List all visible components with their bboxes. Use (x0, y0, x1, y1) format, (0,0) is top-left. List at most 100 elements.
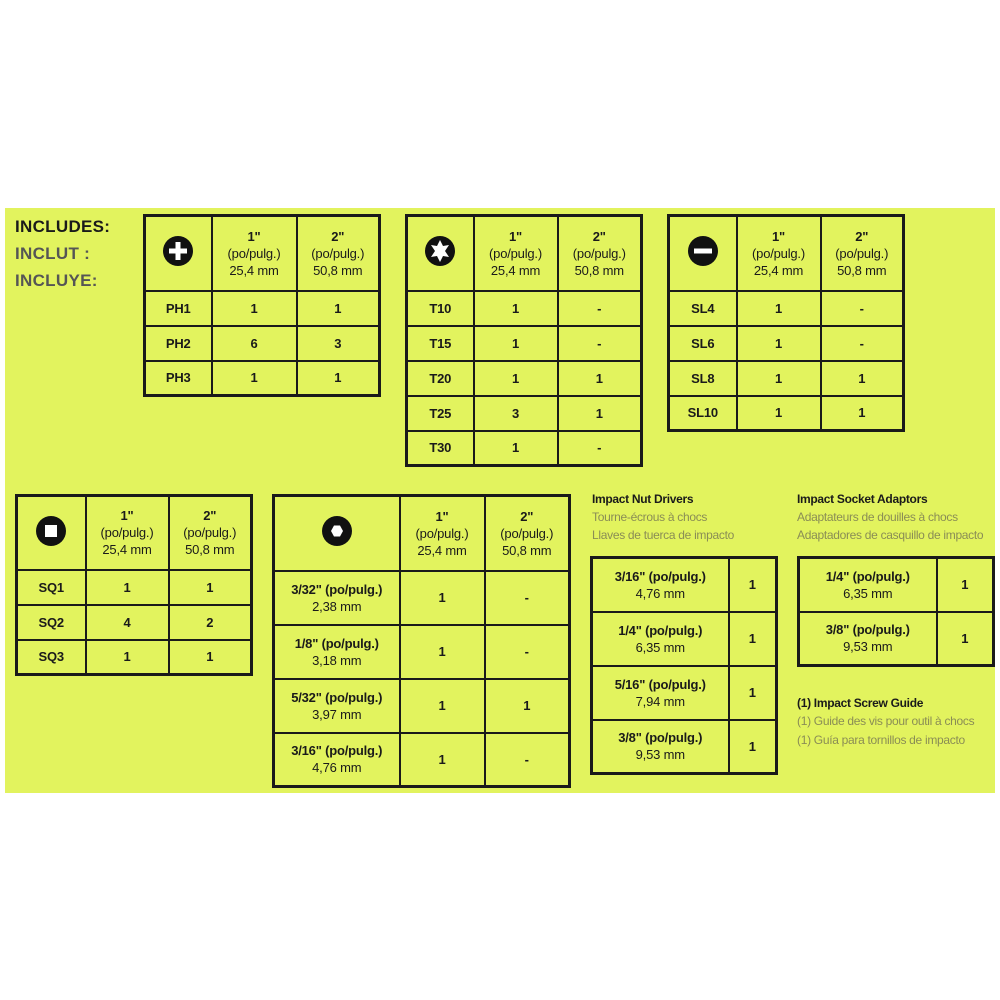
table: 1" (po/pulg.) 25,4 mm 2" (po/pulg.) 50,8 mm SL… (667, 214, 905, 432)
cell-line: 50,8 mm (313, 262, 363, 278)
cell: - (483, 623, 571, 680)
cell-line: 1" (772, 228, 785, 244)
cell: 1 (398, 569, 486, 626)
cell-text: - (859, 335, 864, 351)
cell-line: 50,8 mm (185, 542, 235, 558)
cell-text: - (524, 644, 529, 659)
cell-text: - (597, 300, 602, 316)
cell: PH3 (143, 359, 213, 397)
cell: - (556, 289, 643, 327)
cell: 1 (210, 359, 298, 397)
cell-text: 1 (595, 370, 603, 386)
cell-line: 9,53 mm (635, 747, 685, 763)
cell-text: SL8 (691, 370, 715, 386)
cell: 1 (556, 359, 643, 397)
icon-cell (405, 214, 475, 292)
row: 3/8" (po/pulg.) 9,53 mm 1 (590, 718, 778, 775)
cell-line: 2,38 mm (312, 598, 362, 614)
cell-text: 1 (961, 577, 969, 593)
cell: 1 (84, 638, 170, 676)
cell-line: (po/pulg.) (835, 245, 889, 261)
cell: 1 (295, 359, 381, 397)
cell-line: 4,76 mm (635, 585, 685, 601)
header-cell: 1" (po/pulg.) 25,4 mm (210, 214, 298, 292)
cell: 4 (84, 603, 170, 641)
cell-line: 3/16" (po/pulg.) (614, 568, 706, 584)
cell-text: 1 (206, 649, 214, 665)
cell-line: 25,4 mm (417, 542, 467, 558)
cell-text: 1 (206, 579, 214, 595)
includes-es: INCLUYE: (15, 271, 98, 290)
cell-line: 3/8" (po/pulg.) (825, 622, 910, 638)
cell: T20 (405, 359, 475, 397)
drive-icon (36, 515, 67, 546)
cell-text: 1 (748, 738, 756, 754)
cell-text: T25 (429, 405, 452, 421)
cell-line: (po/pulg.) (572, 245, 626, 261)
cell-text: 1 (123, 579, 131, 595)
cell: 1 (935, 610, 995, 667)
cell-text: 1 (774, 300, 783, 316)
cell-text: - (597, 335, 602, 351)
cell-text: 1 (438, 698, 446, 713)
cell-text: 1 (334, 370, 342, 386)
header-cell: 1" (po/pulg.) 25,4 mm (84, 494, 170, 571)
table: 3/16" (po/pulg.) 4,76 mm 1 1/4" (po/pulg.) 6… (590, 556, 778, 775)
cell-line: (po/pulg.) (752, 245, 805, 261)
row: PH1 1 1 (143, 289, 381, 327)
row: SL4 1 - (667, 289, 905, 327)
cell-text: 1 (438, 751, 446, 767)
cell-text: T20 (429, 370, 452, 386)
cell: 1 (556, 394, 643, 432)
cell-line: 25,4 mm (102, 542, 152, 558)
cell-line: 3,97 mm (312, 706, 362, 722)
cell: 1 (167, 568, 253, 606)
row: 3/8" (po/pulg.) 9,53 mm 1 (797, 610, 995, 667)
cell-text: SQ2 (38, 614, 65, 630)
cell-text: - (524, 590, 529, 605)
cell-line: 50,8 mm (502, 542, 552, 558)
cell: 1 (398, 677, 486, 734)
cell-line: 50,8 mm (574, 262, 624, 278)
cell-text: SQ1 (38, 579, 65, 595)
cell: - (556, 324, 643, 362)
header-cell: 2" (po/pulg.) 50,8 mm (295, 214, 381, 292)
cell-line: 2" (592, 228, 606, 244)
cell-text: 1 (858, 370, 866, 386)
cell: 1/4" (po/pulg.) 6,35 mm (590, 610, 730, 667)
cell-text: 6 (250, 335, 258, 351)
cell: 1 (819, 394, 905, 432)
includes-fr: INCLUT : (15, 244, 91, 263)
cell: 3 (472, 394, 559, 432)
cell-line: 1/4" (po/pulg.) (618, 622, 703, 638)
cell-line: 1/8" (po/pulg.) (294, 635, 379, 651)
cell-text: PH2 (165, 335, 191, 351)
cell-text: 1 (438, 644, 446, 659)
cell: 1 (398, 623, 486, 680)
cell-text: 1 (438, 590, 446, 605)
cell-text: PH1 (165, 300, 191, 316)
cell-line: (po/pulg.) (415, 525, 469, 541)
cell-text: PH3 (165, 370, 191, 386)
guide-line: (1) Guía para tornillos de impacto (797, 733, 965, 747)
cell-line: 1/4" (po/pulg.) (825, 568, 910, 584)
socket-subtitle: Adaptateurs de douilles à chocs (797, 510, 958, 524)
icon-cell (143, 214, 213, 292)
cell-line: (po/pulg.) (100, 525, 154, 541)
nut-subtitle: Tourne-écrous à chocs (592, 510, 708, 524)
socket-subtitle: Adaptadores de casquillo de impacto (797, 528, 984, 542)
cell-text: 3 (511, 405, 520, 421)
cell: - (819, 289, 905, 327)
row: T25 3 1 (405, 394, 643, 432)
nut-subtitle: Llaves de tuerca de impacto (592, 528, 734, 542)
cell-line: (po/pulg.) (311, 245, 365, 261)
icon-cell (272, 494, 401, 572)
row: 1/4" (po/pulg.) 6,35 mm 1 (590, 610, 778, 667)
cell-text: 1 (511, 300, 520, 316)
cell: 1 (935, 556, 995, 613)
cell: - (483, 731, 571, 788)
table: 1" (po/pulg.) 25,4 mm 2" (po/pulg.) 50,8 mm SQ… (15, 494, 253, 676)
row: PH2 6 3 (143, 324, 381, 362)
row: PH3 1 1 (143, 359, 381, 397)
